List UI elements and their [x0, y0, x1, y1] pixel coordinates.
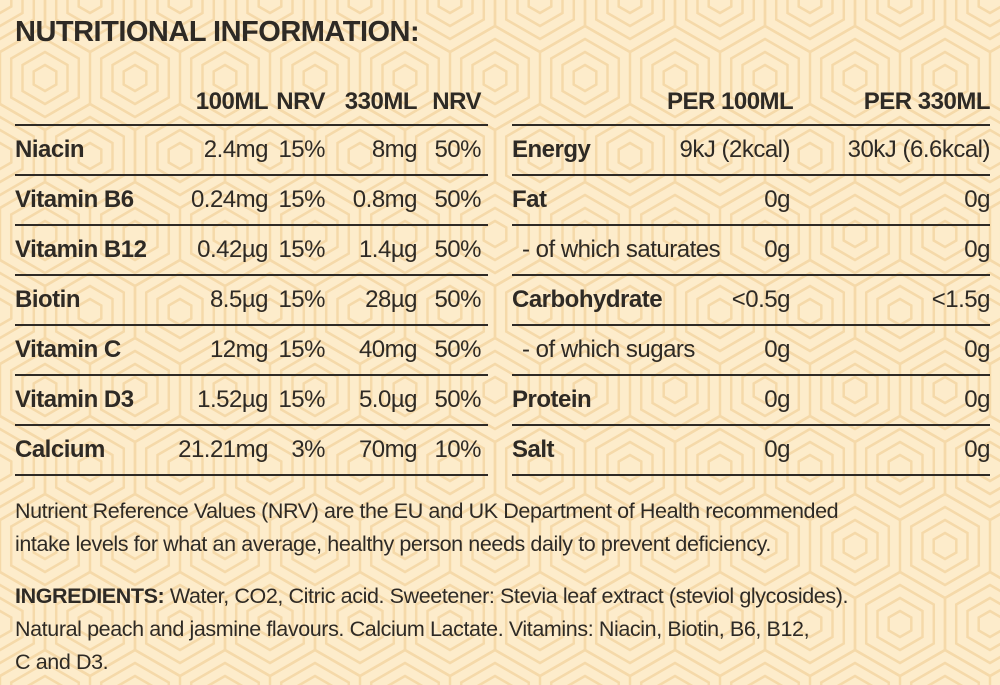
row-label: Niacin: [15, 136, 85, 163]
row-value: 50%: [434, 286, 481, 313]
row-label: - of which saturates: [522, 236, 721, 263]
table-row: Biotin 8.5µg 15% 28µg 50%: [15, 276, 488, 326]
table-row: Salt 0g 0g: [512, 426, 991, 476]
ingredients-line-text: Water, CO2, Citric acid. Sweetener: Stev…: [169, 584, 849, 608]
row-value: 1.4µg: [358, 236, 418, 263]
row-label: Energy: [512, 136, 591, 163]
page-title: NUTRITIONAL INFORMATION:: [15, 16, 420, 48]
row-value: 9kJ (2kcal): [679, 136, 790, 163]
row-value: 0g: [764, 386, 790, 413]
table-header-row: PER 100ML PER 330ML: [512, 80, 991, 126]
row-value: 50%: [434, 236, 481, 263]
row-value: 40mg: [358, 336, 418, 363]
row-value: 0g: [764, 186, 790, 213]
row-value: 28µg: [365, 286, 417, 313]
row-value: 15%: [278, 236, 325, 263]
row-value: 50%: [434, 186, 481, 213]
ingredients-label: INGREDIENTS:: [15, 584, 165, 608]
row-label: Vitamin B6: [15, 186, 134, 213]
row-label: Vitamin C: [15, 336, 121, 363]
vitamins-table: 100ML NRV 330ML NRV Niacin 2.4mg 15% 8mg 50% Vita…: [15, 80, 488, 476]
row-value: 1.52µg: [197, 386, 268, 413]
row-value: 50%: [434, 386, 481, 413]
row-value: 3%: [291, 436, 325, 463]
row-label: Biotin: [15, 286, 80, 313]
row-value: 15%: [278, 336, 325, 363]
row-label: - of which sugars: [522, 336, 695, 363]
column-header: PER 100ML: [667, 88, 794, 115]
row-value: 5.0µg: [358, 386, 418, 413]
row-value: 0g: [964, 436, 990, 463]
table-row: Vitamin D3 1.52µg 15% 5.0µg 50%: [15, 376, 488, 426]
row-value: 30kJ (6.6kcal): [847, 136, 991, 163]
row-value: <0.5g: [731, 286, 791, 313]
table-row: Carbohydrate <0.5g <1.5g: [512, 276, 991, 326]
row-value: 0g: [764, 236, 790, 263]
row-value: 15%: [278, 186, 325, 213]
row-value: 0g: [964, 336, 990, 363]
row-label: Vitamin B12: [15, 236, 147, 263]
table-row: Vitamin C 12mg 15% 40mg 50%: [15, 326, 488, 376]
row-value: 0g: [764, 336, 790, 363]
row-value: 10%: [434, 436, 481, 463]
row-label: Carbohydrate: [512, 286, 663, 313]
row-value: 0g: [964, 186, 990, 213]
row-value: 50%: [434, 336, 481, 363]
column-header: PER 330ML: [863, 88, 991, 115]
table-row: - of which sugars 0g 0g: [512, 326, 991, 376]
nrv-explanation-line: Nutrient Reference Values (NRV) are the …: [15, 499, 839, 523]
nrv-explanation-line: intake levels for what an average, healt…: [15, 532, 772, 556]
column-header: 100ML: [195, 88, 269, 115]
row-value: 2.4mg: [203, 136, 269, 163]
table-row: Fat 0g 0g: [512, 176, 991, 226]
row-value: 21.21mg: [178, 436, 268, 463]
row-value: 0.8mg: [352, 186, 418, 213]
row-value: 50%: [434, 136, 481, 163]
row-value: <1.5g: [931, 286, 991, 313]
row-value: 0.24mg: [190, 186, 269, 213]
table-row: - of which saturates 0g 0g: [512, 226, 991, 276]
ingredients-text: INGREDIENTS: Water, CO2, Citric acid. Sw…: [15, 580, 990, 679]
row-value: 0g: [964, 386, 990, 413]
column-header: 330ML: [344, 88, 418, 115]
ingredients-line: INGREDIENTS: Water, CO2, Citric acid. Sw…: [15, 580, 990, 613]
table-row: Niacin 2.4mg 15% 8mg 50%: [15, 126, 488, 176]
table-row: Calcium 21.21mg 3% 70mg 10%: [15, 426, 488, 476]
table-row: Energy 9kJ (2kcal) 30kJ (6.6kcal): [512, 126, 991, 176]
row-value: 15%: [278, 286, 325, 313]
column-header: NRV: [276, 88, 325, 115]
table-row: Vitamin B6 0.24mg 15% 0.8mg 50%: [15, 176, 488, 226]
row-value: 15%: [278, 386, 325, 413]
column-header: NRV: [432, 88, 481, 115]
row-value: 0.42µg: [197, 236, 268, 263]
row-label: Salt: [512, 436, 555, 463]
row-label: Fat: [512, 186, 547, 213]
table-header-row: 100ML NRV 330ML NRV: [15, 80, 488, 126]
table-row: Protein 0g 0g: [512, 376, 991, 426]
ingredients-line: Natural peach and jasmine flavours. Calc…: [15, 617, 810, 641]
ingredients-line: C and D3.: [15, 650, 109, 674]
row-label: Calcium: [15, 436, 105, 463]
row-value: 0g: [764, 436, 790, 463]
row-value: 15%: [278, 136, 325, 163]
table-row: Vitamin B12 0.42µg 15% 1.4µg 50%: [15, 226, 488, 276]
row-value: 0g: [964, 236, 990, 263]
row-label: Protein: [512, 386, 592, 413]
row-label: Vitamin D3: [15, 386, 134, 413]
row-value: 70mg: [358, 436, 418, 463]
row-value: 8mg: [371, 136, 418, 163]
row-value: 12mg: [209, 336, 269, 363]
nrv-explanation-text: Nutrient Reference Values (NRV) are the …: [15, 495, 990, 561]
macronutrients-table: PER 100ML PER 330ML Energy 9kJ (2kcal) 30kJ …: [512, 80, 991, 476]
row-value: 8.5µg: [209, 286, 269, 313]
